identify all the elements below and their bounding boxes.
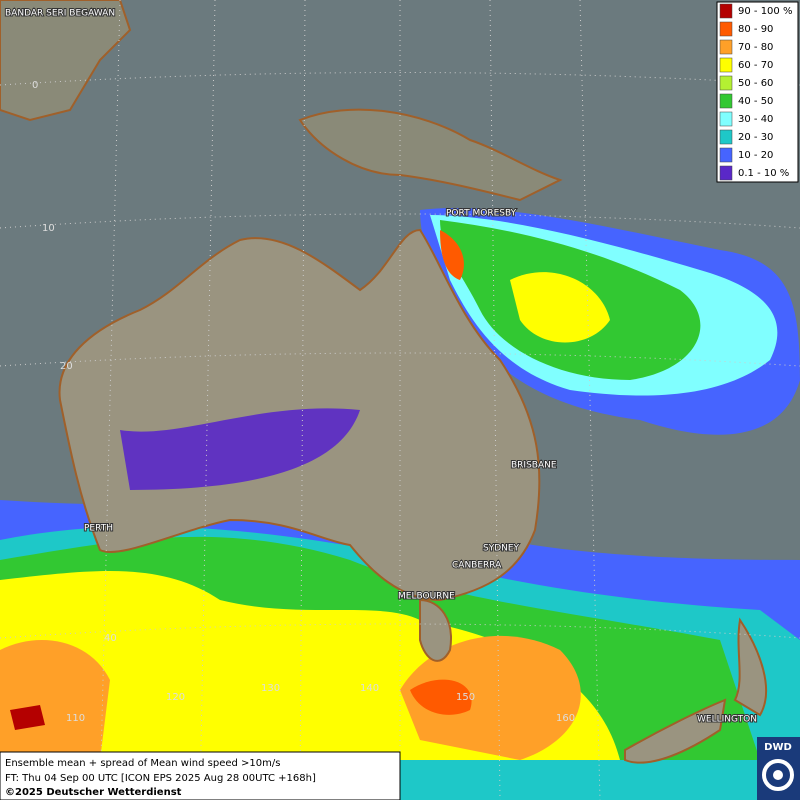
nz-north [733,617,768,717]
legend-swatch [719,21,733,37]
copyright: ©2025 Deutscher Wetterdienst [5,787,182,798]
lon-label: 150 [456,692,475,703]
caption-line: Ensemble mean + spread of Mean wind spee… [5,758,280,769]
legend-swatch [719,111,733,127]
legend-label: 30 - 40 [738,114,773,125]
logo-swirl [762,759,794,791]
lon-label: 160 [556,713,575,724]
city-label: BANDAR SERI BEGAWAN [5,9,115,19]
patch-orange [0,640,110,760]
legend-label: 70 - 80 [738,42,773,53]
city-label: BRISBANE [511,461,557,471]
legend-swatch [719,3,733,19]
legend-label: 50 - 60 [738,78,773,89]
legend-swatch [719,39,733,55]
caption-box [0,751,401,800]
legend-swatch [719,57,733,73]
legend: 90 - 100 % 80 - 90 70 - 80 60 - 70 50 - 60 40… [716,1,799,183]
legend-swatch [719,93,733,109]
logo-swirl [773,770,783,780]
legend-label: 80 - 90 [738,24,773,35]
patch-darkred [10,705,45,730]
lon-label: 140 [360,683,379,694]
lat-label: 10 [42,223,55,234]
lat-label: 20 [60,361,73,372]
legend-label: 0.1 - 10 % [738,168,789,179]
legend-label: 40 - 50 [738,96,773,107]
nz-south [624,698,727,764]
legend-label: 90 - 100 % [738,6,792,17]
new-guinea [298,108,563,202]
legend-label: 60 - 70 [738,60,773,71]
coral-yellow [510,272,610,343]
lon-label: 110 [66,713,85,724]
legend-swatch [719,147,733,163]
city-label: PORT MORESBY [446,209,517,219]
legend-swatch [719,75,733,91]
patch-orange [400,635,581,760]
legend-swatch [719,165,733,181]
city-label: PERTH [84,524,113,534]
city-label: SYDNEY [483,544,520,554]
lat-label: 0 [32,80,38,91]
legend-swatch [719,129,733,145]
city-label: MELBOURNE [398,592,455,602]
patch-red [410,679,472,715]
city-label: CANBERRA [452,561,502,571]
legend-label: 10 - 20 [738,150,773,161]
legend-label: 20 - 30 [738,132,773,143]
lat-label: 40 [104,633,117,644]
caption-line: FT: Thu 04 Sep 00 UTC [ICON EPS 2025 Aug… [5,773,316,784]
lon-label: 120 [166,692,185,703]
interior-blue [120,408,360,490]
logo-text: DWD [764,742,792,753]
tasmania [419,598,452,662]
lon-label: 130 [261,683,280,694]
coral-red [440,230,464,280]
city-label: WELLINGTON [697,715,757,725]
borneo [0,0,132,122]
